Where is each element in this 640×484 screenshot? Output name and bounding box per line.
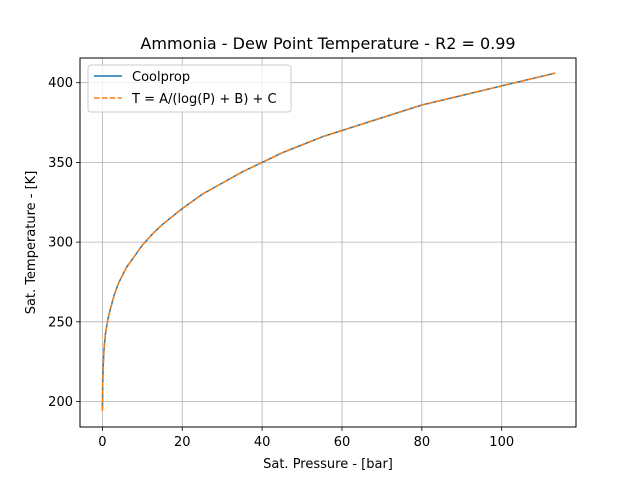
chart-title: Ammonia - Dew Point Temperature - R2 = 0…	[140, 34, 515, 53]
y-tick-label: 250	[48, 315, 73, 330]
grid-lines	[80, 58, 576, 427]
x-tick-label: 40	[254, 435, 271, 450]
legend-label-fit: T = A/(log(P) + B) + C	[131, 92, 277, 107]
y-axis-label: Sat. Temperature - [K]	[24, 171, 39, 315]
y-tick-label: 400	[48, 76, 73, 91]
x-tick-label: 60	[334, 435, 351, 450]
legend-label-coolprop: Coolprop	[132, 70, 190, 85]
series-line-fit	[101, 72, 556, 412]
y-tick-label: 350	[48, 156, 73, 171]
y-tick-label: 300	[48, 236, 73, 251]
y-tick-label: 200	[48, 395, 73, 410]
x-tick-label: 20	[174, 435, 191, 450]
legend-box	[87, 64, 292, 113]
legend: Coolprop T = A/(log(P) + B) + C	[87, 64, 292, 113]
x-tick-label: 0	[98, 435, 106, 450]
series-group	[101, 72, 556, 412]
x-tick-label: 100	[489, 435, 514, 450]
x-axis-label: Sat. Pressure - [bar]	[263, 457, 393, 472]
axis-ticks: 0 20 40 60 80 100 200 250 300 350 400	[48, 76, 514, 450]
x-tick-label: 80	[414, 435, 431, 450]
